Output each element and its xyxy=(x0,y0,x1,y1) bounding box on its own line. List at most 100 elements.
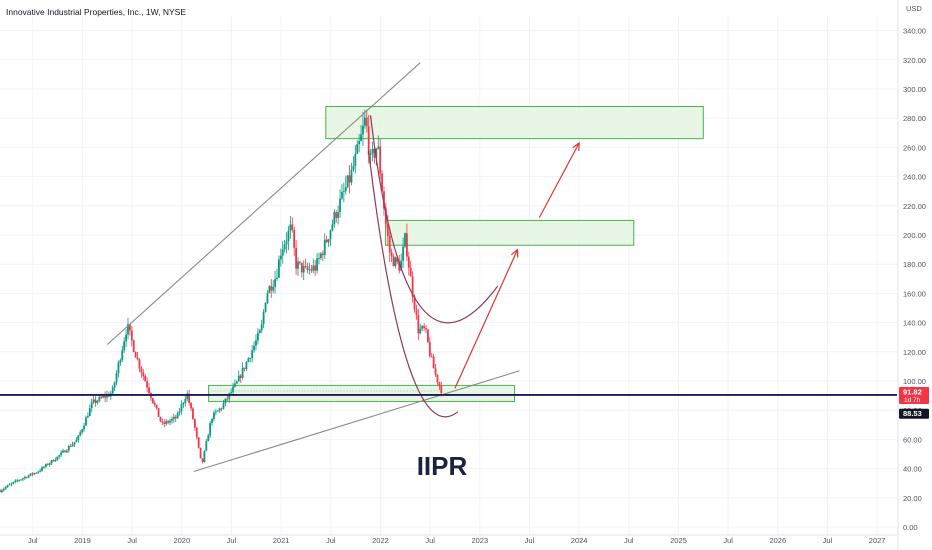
y-tick-label: 60.00 xyxy=(903,435,922,444)
price-axis[interactable]: 0.0020.0040.0060.0080.00100.00120.00140.… xyxy=(897,0,926,550)
candle-body xyxy=(392,256,395,267)
candle-body xyxy=(232,386,234,393)
candle-body xyxy=(432,356,435,369)
annotation-text: IIPR xyxy=(417,451,468,481)
x-tick-label: 2027 xyxy=(869,536,886,545)
y-tick-label: 200.00 xyxy=(903,231,926,240)
y-tick-label: 260.00 xyxy=(903,143,926,152)
candle-body xyxy=(375,148,378,158)
candle-body xyxy=(274,278,276,287)
candle-body xyxy=(192,408,194,420)
candle-body xyxy=(434,368,437,375)
candle-body xyxy=(379,146,382,174)
candle-body xyxy=(369,153,372,155)
x-tick-label: Jul xyxy=(28,536,38,545)
candle-body xyxy=(43,466,45,468)
time-axis[interactable]: Jul 2019 Jul 2020 Jul 2021 Jul 2022 Jul 2023 Jul 20… xyxy=(0,534,898,545)
candle-body xyxy=(333,212,336,225)
candle-body xyxy=(41,467,43,471)
candle-body xyxy=(234,383,236,387)
candle-body xyxy=(381,173,383,192)
candle-body xyxy=(405,233,408,257)
candle-body xyxy=(283,244,286,250)
candle-body xyxy=(413,296,416,310)
candle-body xyxy=(100,396,103,398)
candle-body xyxy=(132,340,135,352)
candle-body xyxy=(222,403,225,409)
candle-body xyxy=(2,488,5,491)
candle-body xyxy=(409,267,412,277)
candle-body xyxy=(220,408,223,410)
candle-body xyxy=(151,398,154,403)
candle-body xyxy=(113,382,116,388)
candle-body xyxy=(428,342,431,356)
candle-body xyxy=(163,422,166,424)
candle-body xyxy=(425,327,427,330)
candle-body xyxy=(230,392,233,394)
x-tick-label: Jul xyxy=(425,536,435,545)
candle-body xyxy=(71,444,74,447)
candle-body xyxy=(373,148,376,158)
price-label-box xyxy=(899,386,929,404)
candle-body xyxy=(90,402,93,409)
candle-body xyxy=(329,230,332,240)
drawing-zones xyxy=(208,106,704,402)
candle-body xyxy=(29,473,32,476)
candle-body xyxy=(127,324,129,335)
currency-label: USD xyxy=(906,4,922,13)
candle-body xyxy=(270,286,273,291)
candle-body xyxy=(352,165,355,170)
symbol-header: Innovative Industrial Properties, Inc., … xyxy=(6,7,186,17)
y-tick-label: 100.00 xyxy=(903,377,926,386)
candle-body xyxy=(350,169,353,183)
candle-body xyxy=(304,265,307,267)
candle-body xyxy=(106,394,108,398)
candle-body xyxy=(138,359,141,369)
candle-body xyxy=(37,471,40,473)
candle-body xyxy=(239,375,242,378)
x-tick-label: 2020 xyxy=(173,536,190,545)
candle-body xyxy=(331,224,334,231)
candle-body xyxy=(278,259,280,278)
candle-body xyxy=(193,419,196,428)
support-resistance-zone xyxy=(384,219,635,246)
y-tick-label: 300.00 xyxy=(903,85,926,94)
candle-body xyxy=(129,324,131,331)
x-tick-label: Jul xyxy=(624,536,634,545)
candle-body xyxy=(60,452,63,456)
candle-body xyxy=(255,340,257,346)
candle-body xyxy=(201,458,204,462)
candle-body xyxy=(209,422,212,436)
candle-body xyxy=(62,450,64,453)
candle-body xyxy=(211,419,213,423)
x-tick-label: 2022 xyxy=(372,536,389,545)
candle-body xyxy=(54,459,57,462)
y-tick-label: 240.00 xyxy=(903,173,926,182)
candle-body xyxy=(178,411,181,413)
candle-body xyxy=(67,446,70,451)
candle-body xyxy=(136,357,139,360)
candle-body xyxy=(377,146,380,149)
x-tick-label: Jul xyxy=(326,536,336,545)
y-tick-label: 280.00 xyxy=(903,114,926,123)
candle-body xyxy=(12,481,15,484)
candle-body xyxy=(358,140,361,145)
candle-body xyxy=(44,464,47,467)
y-tick-label: 0.00 xyxy=(903,523,918,532)
candle-body xyxy=(10,483,13,485)
candle-body xyxy=(404,233,406,247)
drawing-lines xyxy=(0,62,897,473)
candle-body xyxy=(302,265,305,273)
candle-body xyxy=(245,361,248,369)
trendline xyxy=(106,62,421,345)
price-label-value: 91.82 xyxy=(903,387,922,396)
price-label-value: 88.53 xyxy=(903,409,922,418)
y-tick-label: 180.00 xyxy=(903,260,926,269)
candle-body xyxy=(224,398,227,404)
candle-body xyxy=(125,334,127,342)
candle-body xyxy=(415,309,418,316)
candle-body xyxy=(16,480,19,482)
candle-body xyxy=(243,367,246,369)
